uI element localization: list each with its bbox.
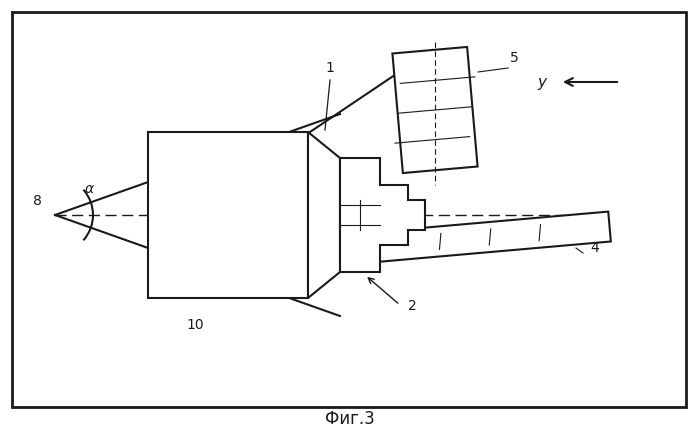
Text: α: α	[85, 182, 94, 196]
Text: 2: 2	[408, 299, 417, 313]
Text: 1: 1	[326, 61, 334, 75]
Bar	[12, 12, 686, 407]
Bar	[148, 132, 308, 298]
Polygon shape	[340, 158, 425, 272]
Text: Фиг.3: Фиг.3	[325, 410, 375, 428]
Polygon shape	[369, 212, 611, 262]
Polygon shape	[308, 132, 340, 298]
Text: 10: 10	[186, 318, 204, 332]
Text: 8: 8	[33, 194, 41, 208]
Text: y: y	[537, 75, 546, 90]
Text: 4: 4	[590, 241, 599, 255]
Text: 5: 5	[510, 51, 519, 65]
Polygon shape	[392, 47, 477, 173]
